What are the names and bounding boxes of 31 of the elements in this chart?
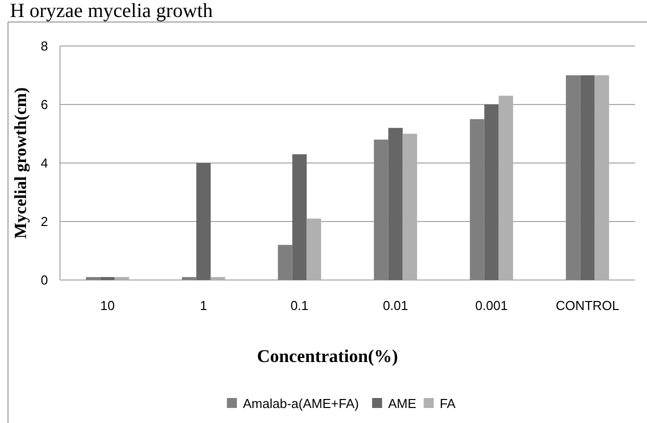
y-tick-label: 2 [40,214,48,230]
bar [182,277,196,280]
bar [580,75,595,280]
x-tick-label: CONTROL [556,298,620,313]
x-tick-label: 0.1 [290,298,309,313]
bar [566,75,580,280]
bar [114,277,130,280]
bar [196,163,211,280]
x-tick-label: 0.001 [475,298,508,313]
y-tick-label: 4 [40,156,48,171]
legend-label: FA [440,396,456,411]
x-axis-title: Concentration(%) [257,346,398,366]
bar [292,154,307,280]
bar [210,277,226,280]
y-axis-title: Mycelial growth(cm) [11,87,30,239]
bar [470,119,484,280]
legend-label: Amalab-a(AME+FA) [242,396,359,411]
bar [388,128,403,280]
x-tick-label: 0.01 [382,298,408,313]
bar [278,244,292,280]
x-tick-label: 10 [100,298,115,313]
y-tick-label: 8 [40,38,48,54]
bar [100,277,115,280]
bar [86,277,100,280]
y-tick-label: 6 [40,97,48,112]
x-tick-label: 1 [200,298,208,313]
bar [484,104,499,280]
chart-title: H oryzae mycelia growth [10,0,213,22]
y-tick-label: 0 [40,272,48,288]
bar [374,140,388,280]
legend-label: AME [388,396,417,411]
